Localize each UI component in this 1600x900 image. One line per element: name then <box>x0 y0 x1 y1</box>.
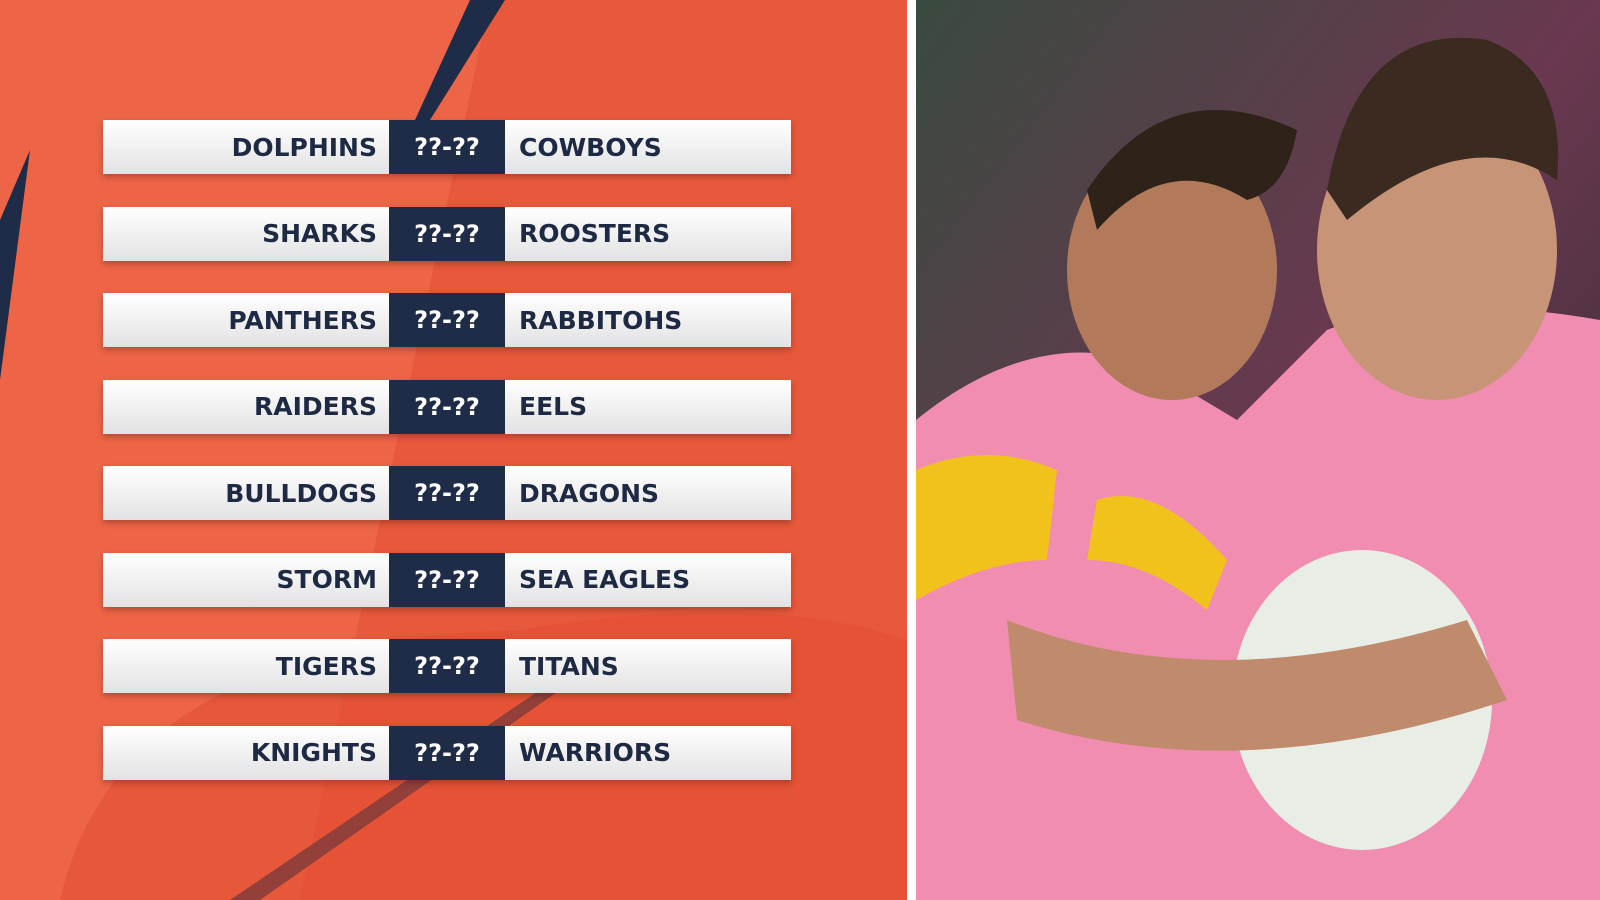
away-team: COWBOYS <box>505 120 791 174</box>
home-team: PANTHERS <box>103 293 389 347</box>
jersey-band <box>916 455 1057 600</box>
bg-stripe <box>0 150 30 380</box>
jersey-band <box>1087 496 1227 610</box>
fixture-row: DOLPHINS ??-?? COWBOYS <box>103 120 791 174</box>
away-team: DRAGONS <box>505 466 791 520</box>
score: ??-?? <box>389 639 505 693</box>
score: ??-?? <box>389 552 505 607</box>
home-team: BULLDOGS <box>103 466 389 520</box>
score: ??-?? <box>389 379 505 434</box>
home-team: RAIDERS <box>103 379 389 434</box>
home-team: STORM <box>103 552 389 607</box>
fixture-row: BULLDOGS ??-?? DRAGONS <box>103 466 791 520</box>
fixture-row: KNIGHTS ??-?? WARRIORS <box>103 725 791 780</box>
fixture-row: PANTHERS ??-?? RABBITOHS <box>103 293 791 347</box>
home-team: KNIGHTS <box>103 725 389 780</box>
score: ??-?? <box>389 466 505 520</box>
arm <box>1007 620 1507 751</box>
home-team: TIGERS <box>103 639 389 693</box>
fixture-row: SHARKS ??-?? ROOSTERS <box>103 206 791 261</box>
away-team: TITANS <box>505 639 791 693</box>
score: ??-?? <box>389 293 505 347</box>
fixture-row: TIGERS ??-?? TITANS <box>103 639 791 693</box>
score: ??-?? <box>389 725 505 780</box>
fixture-row: STORM ??-?? SEA EAGLES <box>103 552 791 607</box>
score: ??-?? <box>389 206 505 261</box>
fixture-row: RAIDERS ??-?? EELS <box>103 379 791 434</box>
away-team: ROOSTERS <box>505 206 791 261</box>
score: ??-?? <box>389 120 505 174</box>
hair <box>1327 37 1559 220</box>
photo <box>916 0 1600 900</box>
away-team: RABBITOHS <box>505 293 791 347</box>
home-team: DOLPHINS <box>103 120 389 174</box>
away-team: SEA EAGLES <box>505 552 791 607</box>
home-team: SHARKS <box>103 206 389 261</box>
away-team: EELS <box>505 379 791 434</box>
away-team: WARRIORS <box>505 725 791 780</box>
hair <box>1087 110 1297 230</box>
bg-stripe <box>415 0 505 120</box>
